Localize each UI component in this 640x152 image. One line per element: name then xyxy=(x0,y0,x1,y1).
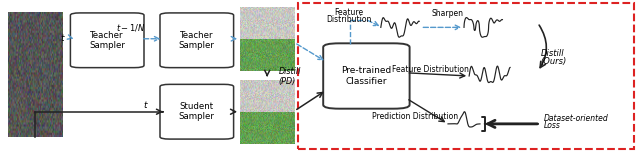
Text: Distribution: Distribution xyxy=(326,14,371,24)
Text: Distill: Distill xyxy=(541,49,564,59)
Text: Distill
(PD): Distill (PD) xyxy=(279,67,301,86)
Text: Teacher
Sampler: Teacher Sampler xyxy=(179,31,215,50)
Text: Prediction Distribution: Prediction Distribution xyxy=(372,112,458,121)
Text: Student
Sampler: Student Sampler xyxy=(179,102,215,121)
Text: Loss: Loss xyxy=(544,121,561,130)
FancyBboxPatch shape xyxy=(70,13,144,68)
Text: $t$: $t$ xyxy=(143,99,149,110)
FancyBboxPatch shape xyxy=(160,13,234,68)
FancyBboxPatch shape xyxy=(323,43,410,109)
Text: $t$: $t$ xyxy=(60,32,66,43)
FancyBboxPatch shape xyxy=(160,84,234,139)
Text: Feature Distribution: Feature Distribution xyxy=(392,65,468,74)
Text: $t-1/N$: $t-1/N$ xyxy=(116,22,146,33)
Text: Sharpen: Sharpen xyxy=(432,9,464,18)
Text: Teacher
Sampler: Teacher Sampler xyxy=(89,31,125,50)
Text: Dataset-oriented: Dataset-oriented xyxy=(544,114,609,123)
Text: Feature: Feature xyxy=(334,8,364,17)
Text: Pre-trained
Classifier: Pre-trained Classifier xyxy=(341,66,392,86)
Text: (Ours): (Ours) xyxy=(541,57,567,66)
Bar xyxy=(298,3,634,149)
